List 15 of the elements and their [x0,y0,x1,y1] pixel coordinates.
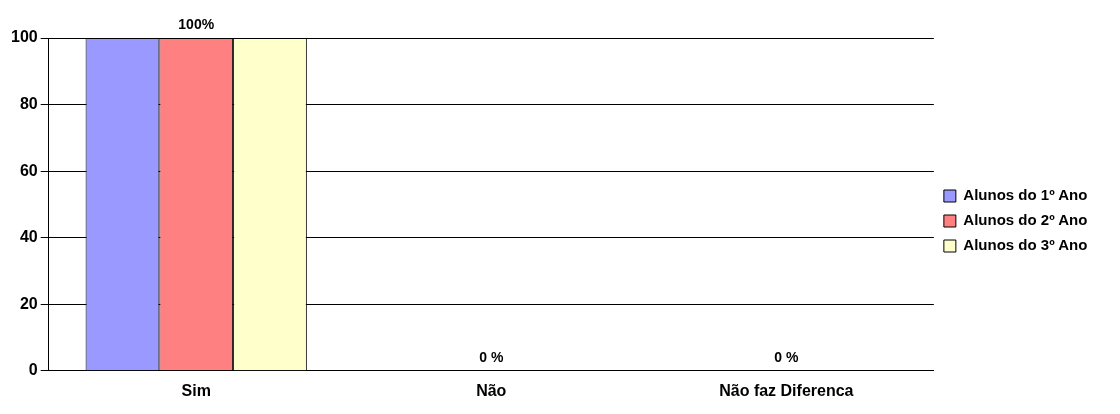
annotation: 100% [178,15,215,32]
y-tick-label: 40 [19,228,38,246]
legend-label: Alunos do 3º Ano [963,236,1088,254]
legend-label: Alunos do 1º Ano [963,186,1088,204]
x-tick-label: Não [476,381,507,399]
x-tick-label: Sim [181,381,211,399]
y-tick-label: 0 [28,361,38,379]
y-tick-label: 100 [10,28,38,46]
legend-label: Alunos do 2º Ano [963,211,1088,229]
annotation: 0 % [479,348,504,365]
y-tick-label: 80 [19,94,38,112]
y-tick-label: 60 [19,161,38,179]
y-tick-label: 20 [19,294,38,312]
x-tick-label: Não faz Diferenca [719,381,854,399]
annotation: 0 % [774,348,799,365]
